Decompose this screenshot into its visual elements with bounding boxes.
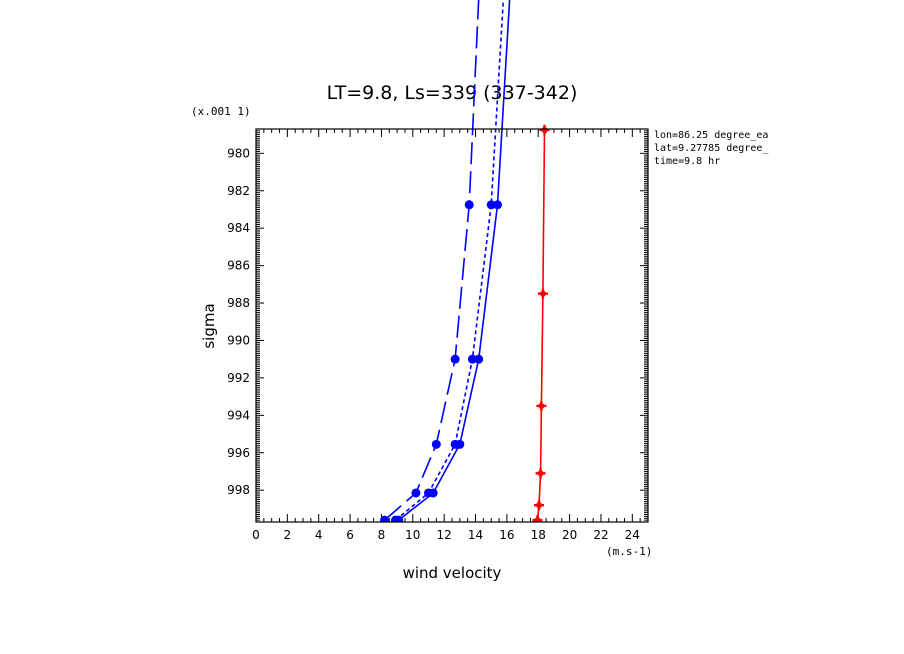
series-2-point bbox=[467, 354, 477, 364]
series-3-point bbox=[492, 200, 502, 210]
x-tick-label: 14 bbox=[468, 528, 483, 542]
chart-title: LT=9.8, Ls=339 (337-342) bbox=[327, 82, 578, 104]
y-unit-label: (x.001 1) bbox=[191, 105, 251, 118]
series-4-point-dot bbox=[541, 126, 548, 133]
x-tick-label: 2 bbox=[284, 528, 292, 542]
x-tick-label: 10 bbox=[405, 528, 420, 542]
series-4-point-dot bbox=[536, 502, 543, 509]
series-3-point bbox=[394, 515, 404, 522]
info-line-lon: lon=86.25 degree_ea bbox=[654, 130, 768, 141]
info-line-time: time=9.8 hr bbox=[654, 156, 720, 167]
series-3-point bbox=[474, 354, 484, 364]
series-4-point-dot bbox=[538, 402, 545, 409]
x-tick-label: 16 bbox=[499, 528, 514, 542]
series-1-point bbox=[450, 354, 460, 364]
y-tick-label: 986 bbox=[227, 259, 250, 273]
series-3-point bbox=[428, 488, 438, 498]
series-1-point bbox=[411, 488, 421, 498]
y-tick-label: 982 bbox=[227, 184, 250, 198]
series-line-4 bbox=[536, 129, 546, 521]
series-4-point-dot bbox=[539, 290, 546, 297]
x-tick-label: 18 bbox=[531, 528, 546, 542]
series-1-point bbox=[380, 515, 390, 522]
x-tick-label: 12 bbox=[437, 528, 452, 542]
y-tick-label: 998 bbox=[227, 483, 250, 497]
x-unit-label: (m.s-1) bbox=[606, 545, 652, 558]
y-tick-label: 990 bbox=[227, 333, 250, 347]
x-tick-label: 0 bbox=[252, 528, 260, 542]
y-tick-label: 992 bbox=[227, 371, 250, 385]
x-axis-title: wind velocity bbox=[403, 564, 502, 582]
x-tick-label: 6 bbox=[346, 528, 354, 542]
series-layer bbox=[380, 0, 550, 522]
x-tick-label: 22 bbox=[593, 528, 608, 542]
y-axis-ticks: 980 982 984 986 988 990 992 994 996 998 bbox=[227, 128, 648, 523]
plot-frame bbox=[255, 128, 649, 523]
x-tick-label: 8 bbox=[378, 528, 386, 542]
series-2-point bbox=[486, 200, 496, 210]
x-tick-label: 4 bbox=[315, 528, 323, 542]
info-box: lon=86.25 degree_ea lat=9.27785 degree_ … bbox=[654, 130, 769, 167]
series-4-point-dot bbox=[537, 470, 544, 477]
series-1-point bbox=[464, 200, 474, 210]
x-tick-label: 20 bbox=[562, 528, 577, 542]
series-1-point bbox=[431, 439, 441, 449]
y-tick-label: 980 bbox=[227, 146, 250, 160]
series-line-2 bbox=[395, 0, 505, 521]
series-3-point bbox=[455, 439, 465, 449]
info-line-lat: lat=9.27785 degree_ bbox=[654, 143, 769, 154]
x-tick-label: 24 bbox=[625, 528, 640, 542]
y-tick-label: 988 bbox=[227, 296, 250, 310]
y-tick-label: 996 bbox=[227, 446, 250, 460]
series-4-point-dot bbox=[534, 517, 541, 522]
x-axis-ticks: 0 2 4 6 8 10 12 14 16 18 20 22 24 bbox=[252, 129, 649, 542]
series-line-3 bbox=[398, 0, 511, 521]
y-tick-label: 984 bbox=[227, 221, 250, 235]
y-tick-label: 994 bbox=[227, 408, 250, 422]
y-axis-title: sigma bbox=[200, 303, 218, 348]
series-line-1 bbox=[384, 0, 480, 521]
